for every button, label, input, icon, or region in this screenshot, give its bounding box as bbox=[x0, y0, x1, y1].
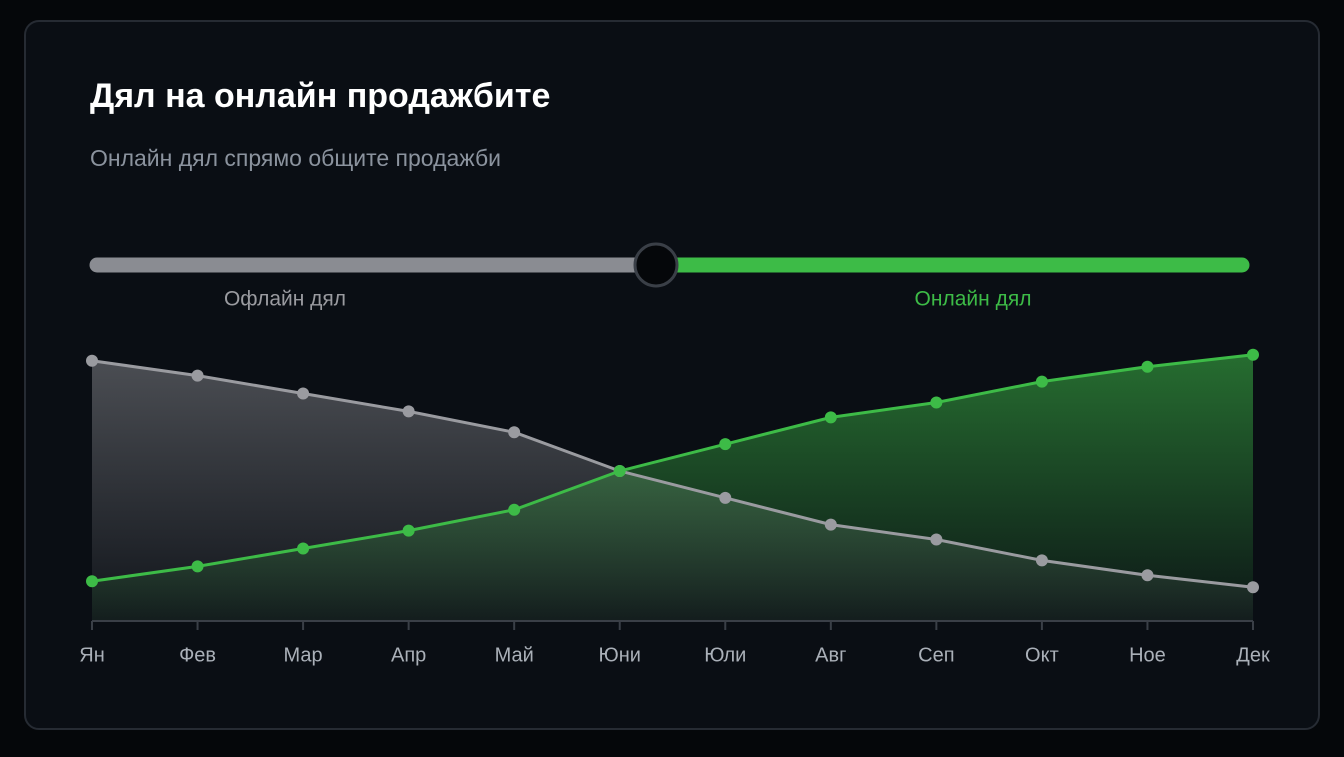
data-point bbox=[1035, 375, 1048, 388]
data-point bbox=[719, 491, 732, 504]
legend-online: Онлайн дял bbox=[915, 288, 1032, 311]
x-tick-label: Сеп bbox=[918, 644, 954, 666]
legend-offline: Офлайн дял bbox=[224, 288, 346, 311]
data-point bbox=[824, 411, 837, 424]
x-tick-label: Фев bbox=[179, 644, 216, 666]
x-tick-label: Май bbox=[495, 644, 534, 666]
data-point bbox=[1247, 581, 1259, 594]
data-point bbox=[191, 369, 204, 382]
x-tick-label: Юни bbox=[599, 644, 641, 666]
x-tick-label: Ян bbox=[79, 644, 105, 666]
title: Дял на онлайн продажбите bbox=[90, 77, 550, 115]
x-tick-label: Авг bbox=[815, 644, 846, 666]
slider-knob[interactable] bbox=[633, 242, 679, 288]
x-tick-label: Юли bbox=[704, 644, 746, 666]
data-point bbox=[402, 524, 415, 537]
data-point bbox=[930, 396, 943, 409]
data-point bbox=[86, 354, 98, 367]
data-point bbox=[1141, 360, 1154, 373]
data-point bbox=[297, 387, 310, 400]
data-point bbox=[297, 542, 310, 555]
data-point bbox=[1247, 348, 1259, 361]
data-point bbox=[402, 405, 415, 418]
data-point bbox=[1035, 554, 1048, 567]
series-line bbox=[91, 359, 1254, 589]
data-point bbox=[191, 560, 204, 573]
subtitle: Онлайн дял спрямо общите продажби bbox=[90, 145, 501, 171]
data-point bbox=[508, 426, 521, 439]
data-point bbox=[1141, 569, 1154, 582]
data-point bbox=[613, 465, 626, 477]
x-tick-label: Ное bbox=[1129, 644, 1166, 666]
x-tick-label: Дек bbox=[1236, 644, 1270, 666]
x-tick-label: Окт bbox=[1025, 644, 1059, 666]
data-point bbox=[86, 575, 98, 588]
data-point bbox=[719, 438, 732, 451]
x-tick-label: Мар bbox=[284, 644, 323, 666]
data-point bbox=[508, 503, 521, 516]
series-area bbox=[92, 354, 1253, 620]
data-point bbox=[824, 518, 837, 531]
series-line bbox=[91, 353, 1254, 583]
x-tick-label: Апр bbox=[391, 644, 426, 666]
data-point bbox=[930, 533, 943, 546]
